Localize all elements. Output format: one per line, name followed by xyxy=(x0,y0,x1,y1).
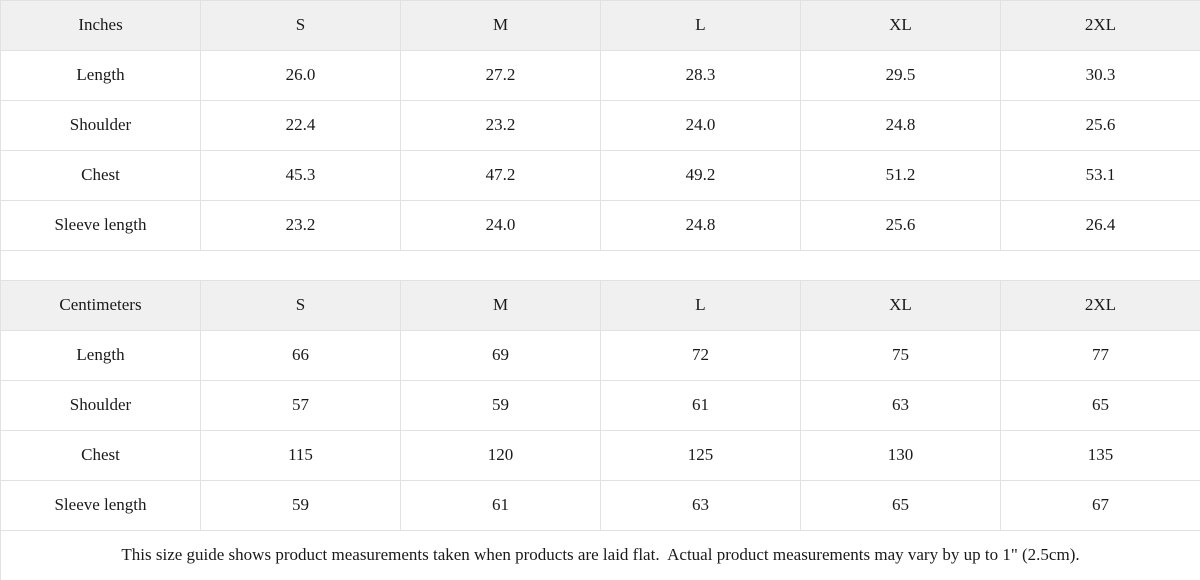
inches-sleeve-xl: 25.6 xyxy=(800,200,1001,251)
cm-shoulder-m: 59 xyxy=(400,380,601,431)
inches-sleeve-s: 23.2 xyxy=(200,200,401,251)
cm-chest-m: 120 xyxy=(400,430,601,481)
inches-chest-row: Chest 45.3 47.2 49.2 51.2 53.1 xyxy=(0,150,1200,201)
cm-size-2xl-header: 2XL xyxy=(1000,280,1200,331)
inches-length-label: Length xyxy=(0,50,201,101)
inches-sleeve-m: 24.0 xyxy=(400,200,601,251)
inches-chest-2xl: 53.1 xyxy=(1000,150,1200,201)
inches-length-m: 27.2 xyxy=(400,50,601,101)
cm-header-row: Centimeters S M L XL 2XL xyxy=(0,280,1200,331)
cm-length-m: 69 xyxy=(400,330,601,381)
inches-unit-header: Inches xyxy=(0,0,201,51)
cm-size-m-header: M xyxy=(400,280,601,331)
inches-size-m-header: M xyxy=(400,0,601,51)
cm-length-s: 66 xyxy=(200,330,401,381)
inches-chest-label: Chest xyxy=(0,150,201,201)
inches-sleeve-l: 24.8 xyxy=(600,200,801,251)
cm-length-xl: 75 xyxy=(800,330,1001,381)
inches-size-s-header: S xyxy=(200,0,401,51)
inches-length-xl: 29.5 xyxy=(800,50,1001,101)
note-row: This size guide shows product measuremen… xyxy=(0,530,1200,580)
cm-length-label: Length xyxy=(0,330,201,381)
inches-sleeve-label: Sleeve length xyxy=(0,200,201,251)
cm-chest-row: Chest 115 120 125 130 135 xyxy=(0,430,1200,481)
inches-chest-m: 47.2 xyxy=(400,150,601,201)
cm-length-l: 72 xyxy=(600,330,801,381)
cm-shoulder-xl: 63 xyxy=(800,380,1001,431)
inches-length-2xl: 30.3 xyxy=(1000,50,1200,101)
cm-size-xl-header: XL xyxy=(800,280,1001,331)
cm-sleeve-s: 59 xyxy=(200,480,401,531)
cm-shoulder-l: 61 xyxy=(600,380,801,431)
inches-chest-l: 49.2 xyxy=(600,150,801,201)
cm-shoulder-label: Shoulder xyxy=(0,380,201,431)
inches-length-s: 26.0 xyxy=(200,50,401,101)
inches-shoulder-row: Shoulder 22.4 23.2 24.0 24.8 25.6 xyxy=(0,100,1200,151)
cm-shoulder-s: 57 xyxy=(200,380,401,431)
cm-sleeve-label: Sleeve length xyxy=(0,480,201,531)
cm-chest-label: Chest xyxy=(0,430,201,481)
inches-size-xl-header: XL xyxy=(800,0,1001,51)
inches-shoulder-2xl: 25.6 xyxy=(1000,100,1200,151)
cm-sleeve-xl: 65 xyxy=(800,480,1001,531)
inches-size-l-header: L xyxy=(600,0,801,51)
size-guide-note: This size guide shows product measuremen… xyxy=(0,530,1200,580)
inches-shoulder-xl: 24.8 xyxy=(800,100,1001,151)
cm-size-s-header: S xyxy=(200,280,401,331)
cm-sleeve-row: Sleeve length 59 61 63 65 67 xyxy=(0,480,1200,531)
inches-shoulder-m: 23.2 xyxy=(400,100,601,151)
cm-unit-header: Centimeters xyxy=(0,280,201,331)
cm-sleeve-2xl: 67 xyxy=(1000,480,1200,531)
inches-shoulder-s: 22.4 xyxy=(200,100,401,151)
inches-sleeve-2xl: 26.4 xyxy=(1000,200,1200,251)
cm-shoulder-2xl: 65 xyxy=(1000,380,1200,431)
inches-chest-xl: 51.2 xyxy=(800,150,1001,201)
cm-shoulder-row: Shoulder 57 59 61 63 65 xyxy=(0,380,1200,431)
cm-sleeve-m: 61 xyxy=(400,480,601,531)
cm-chest-s: 115 xyxy=(200,430,401,481)
inches-chest-s: 45.3 xyxy=(200,150,401,201)
inches-sleeve-row: Sleeve length 23.2 24.0 24.8 25.6 26.4 xyxy=(0,200,1200,251)
inches-shoulder-label: Shoulder xyxy=(0,100,201,151)
inches-size-2xl-header: 2XL xyxy=(1000,0,1200,51)
inches-length-l: 28.3 xyxy=(600,50,801,101)
cm-length-2xl: 77 xyxy=(1000,330,1200,381)
section-spacer xyxy=(0,250,1200,281)
cm-chest-l: 125 xyxy=(600,430,801,481)
cm-chest-2xl: 135 xyxy=(1000,430,1200,481)
inches-length-row: Length 26.0 27.2 28.3 29.5 30.3 xyxy=(0,50,1200,101)
cm-chest-xl: 130 xyxy=(800,430,1001,481)
inches-header-row: Inches S M L XL 2XL xyxy=(0,0,1200,51)
cm-length-row: Length 66 69 72 75 77 xyxy=(0,330,1200,381)
cm-sleeve-l: 63 xyxy=(600,480,801,531)
section-spacer-row xyxy=(0,250,1200,281)
cm-size-l-header: L xyxy=(600,280,801,331)
inches-shoulder-l: 24.0 xyxy=(600,100,801,151)
